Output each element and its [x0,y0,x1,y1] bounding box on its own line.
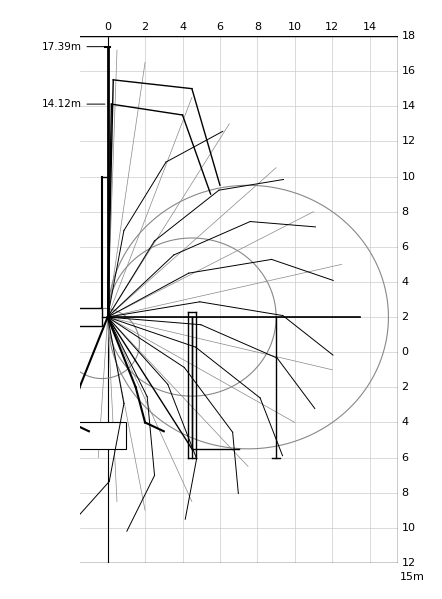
Text: 18: 18 [401,31,415,41]
Text: 12: 12 [401,558,415,568]
Text: 16: 16 [401,66,415,76]
Text: 6: 6 [401,242,408,252]
Text: 8: 8 [401,207,409,217]
Text: 10: 10 [401,171,415,181]
Text: 14.12m: 14.12m [42,99,105,109]
Text: 4: 4 [401,418,409,428]
Text: 8: 8 [254,22,261,32]
Text: 6: 6 [217,22,224,32]
Bar [74,308,102,326]
Text: 15m: 15m [400,572,425,582]
Text: 10: 10 [401,523,415,533]
Text: 12: 12 [401,137,415,146]
Text: 2: 2 [141,22,149,32]
Text: 10: 10 [288,22,302,32]
Text: 2: 2 [401,382,409,392]
Text: 6: 6 [401,453,408,462]
Text: 0: 0 [104,22,111,32]
Text: 17.39m: 17.39m [42,42,105,52]
Text: 4: 4 [401,277,409,287]
Text: 14: 14 [362,22,377,32]
Bar [61,422,126,449]
Text: 0: 0 [401,347,408,357]
Text: 8: 8 [401,488,409,498]
Text: 2: 2 [401,312,409,322]
Text: 12: 12 [325,22,339,32]
Text: 14: 14 [401,101,415,111]
Text: 4: 4 [179,22,186,32]
